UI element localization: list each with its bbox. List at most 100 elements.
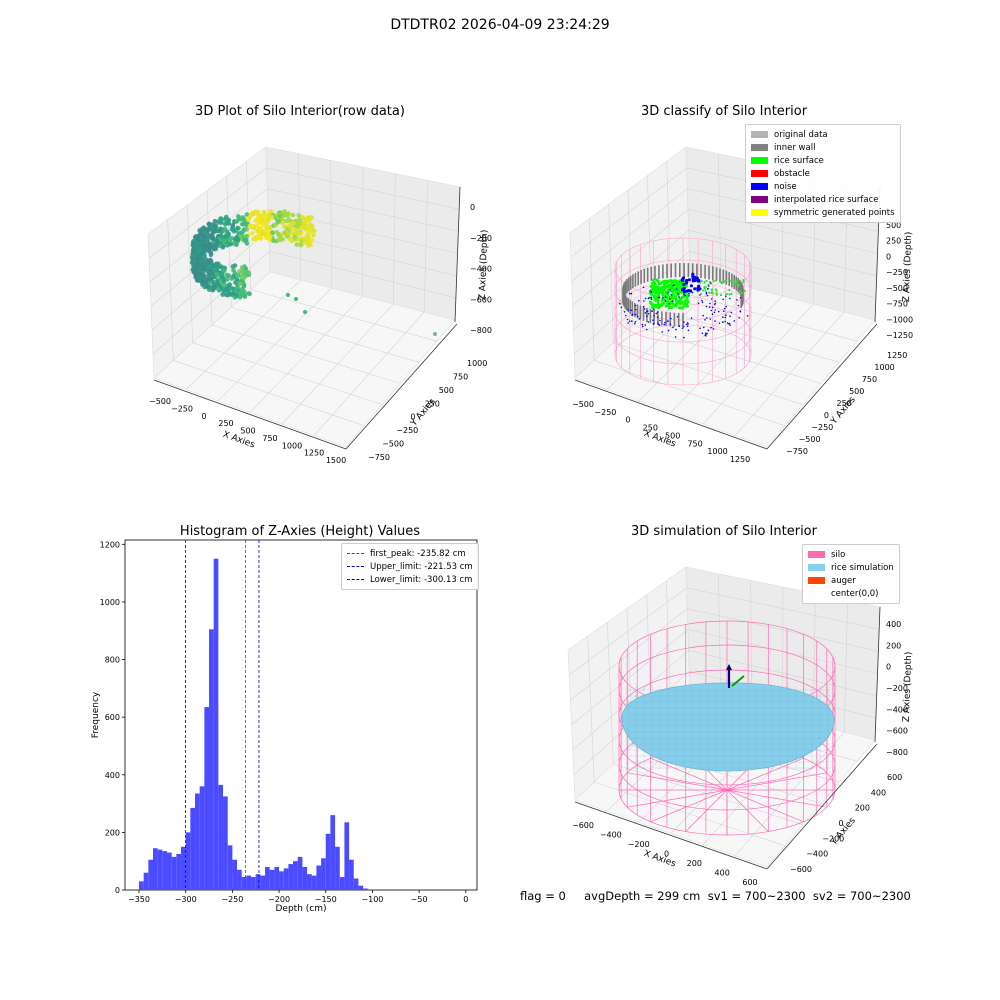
plot1-x-tick-0: −500 bbox=[149, 397, 171, 406]
plot2-rice-point bbox=[724, 279, 728, 282]
plot2-noise-point bbox=[725, 295, 727, 298]
plot1-point bbox=[218, 216, 223, 221]
plot2-noise-point bbox=[642, 305, 645, 308]
histogram-bar bbox=[241, 877, 247, 890]
plot2-noise-point bbox=[652, 319, 654, 322]
plot1-point bbox=[220, 292, 225, 297]
plot2-rice-point bbox=[699, 292, 703, 295]
plot2-noise-point bbox=[707, 288, 709, 290]
plot2-noise-point bbox=[650, 291, 653, 294]
histogram-bar bbox=[227, 845, 233, 890]
plot1-point bbox=[207, 276, 213, 282]
plot2-noise-point bbox=[644, 324, 647, 326]
plot4-silo-base-spoke bbox=[726, 789, 827, 808]
legend-item: inner wall bbox=[751, 141, 895, 154]
plot2-noise-point bbox=[693, 287, 696, 290]
plot1-point bbox=[255, 216, 261, 221]
plot2-noise-point bbox=[678, 296, 680, 298]
plot2-noise-point bbox=[706, 317, 708, 319]
plot4-z-tick-2: −400 bbox=[886, 705, 908, 714]
plot1-point bbox=[270, 230, 276, 236]
plot1-point bbox=[287, 236, 293, 242]
plot1-y-tick-6: 750 bbox=[453, 372, 468, 381]
histogram-bar bbox=[330, 815, 336, 890]
plot2-rice-point bbox=[658, 289, 662, 292]
legend-item: auger bbox=[808, 574, 894, 587]
plot2-noise-point bbox=[746, 315, 749, 317]
legend-item: first_peak: -235.82 cm bbox=[347, 547, 473, 560]
plot1-point bbox=[258, 236, 264, 241]
plot4-z-tick-1: −600 bbox=[886, 727, 908, 736]
histogram-bar bbox=[199, 786, 205, 890]
plot2-rice-point bbox=[728, 288, 731, 292]
histogram-bar bbox=[344, 822, 350, 890]
legend-line bbox=[347, 579, 364, 580]
plot1-point bbox=[230, 264, 236, 269]
plot4-z-tick-4: 0 bbox=[886, 663, 891, 672]
status-footer: flag = 0 avgDepth = 299 cm sv1 = 700~230… bbox=[520, 889, 911, 903]
plot2-rice-point bbox=[686, 300, 690, 304]
histogram-bar bbox=[279, 871, 284, 890]
plot2-noise-point bbox=[705, 335, 707, 337]
plot2-noise-point bbox=[620, 306, 623, 309]
plot2-noise-point bbox=[693, 275, 697, 279]
legend-label: original data bbox=[774, 129, 828, 140]
plot2-rice-point bbox=[668, 306, 671, 310]
plot1-point bbox=[201, 225, 206, 230]
plot2-rice-point bbox=[730, 292, 733, 296]
plot1-point bbox=[243, 221, 248, 226]
plot1-point bbox=[250, 231, 255, 236]
plot1-point bbox=[298, 242, 304, 248]
plot4-z-tick-0: −800 bbox=[886, 748, 908, 757]
plot2-noise-point bbox=[646, 315, 648, 318]
plot1-point bbox=[208, 257, 213, 263]
plot1-point bbox=[208, 281, 212, 285]
histogram-bar bbox=[190, 807, 196, 890]
plot2-rice-point bbox=[662, 285, 666, 289]
plot1-point bbox=[266, 216, 271, 222]
plot4-silo-base-spoke bbox=[650, 757, 728, 791]
plot2-rice-point bbox=[672, 287, 676, 290]
plot2-rice-point bbox=[651, 302, 654, 306]
plot1-point bbox=[200, 280, 205, 286]
plot2-rice-point bbox=[704, 289, 707, 292]
plot2-noise-point bbox=[675, 288, 678, 290]
plot2-rice-point bbox=[723, 280, 726, 283]
legend-line bbox=[347, 566, 364, 567]
plot1-point bbox=[236, 214, 241, 219]
plot2-noise-point bbox=[635, 308, 637, 311]
plot2-rice-point bbox=[685, 295, 689, 299]
plot2-noise-point bbox=[669, 288, 671, 291]
plot1-point bbox=[230, 222, 236, 228]
plot1-point bbox=[211, 283, 216, 289]
histogram-bar bbox=[213, 558, 219, 890]
plot2-noise-point bbox=[701, 301, 704, 304]
plot2-noise-point bbox=[638, 299, 640, 302]
plot2-rice-point bbox=[675, 291, 678, 295]
plot2-noise-point bbox=[705, 291, 708, 294]
plot1-point bbox=[204, 276, 209, 282]
plot2-noise-point bbox=[712, 328, 715, 330]
plot2-noise-point bbox=[667, 320, 669, 322]
plot2-noise-point bbox=[628, 292, 631, 295]
plot2-noise-point bbox=[653, 315, 655, 317]
plot1-x-tick-7: 1250 bbox=[304, 449, 324, 458]
plot2-rice-point bbox=[679, 285, 683, 288]
histogram-xtick-label: −350 bbox=[128, 895, 150, 904]
plot2-noise-point bbox=[722, 316, 724, 319]
plot1-z-tick-0: −800 bbox=[470, 326, 492, 335]
plot1-title: 3D Plot of Silo Interior(row data) bbox=[195, 104, 405, 119]
plot2-z-tick-3: −500 bbox=[886, 284, 908, 293]
plot2-x-tick-4: 500 bbox=[665, 431, 680, 440]
plot2-noise-point bbox=[729, 324, 731, 326]
histogram-bar bbox=[143, 872, 149, 890]
plot4-y-tick-5: 400 bbox=[871, 788, 886, 797]
plot1-point bbox=[243, 234, 249, 239]
plot2-noise-point bbox=[714, 309, 717, 311]
plot1-point bbox=[194, 274, 199, 279]
plot1-point bbox=[237, 269, 242, 274]
plot2-z-tick-2: −750 bbox=[886, 300, 908, 309]
plot1-point bbox=[241, 217, 246, 222]
plot2-noise-point bbox=[689, 284, 694, 288]
